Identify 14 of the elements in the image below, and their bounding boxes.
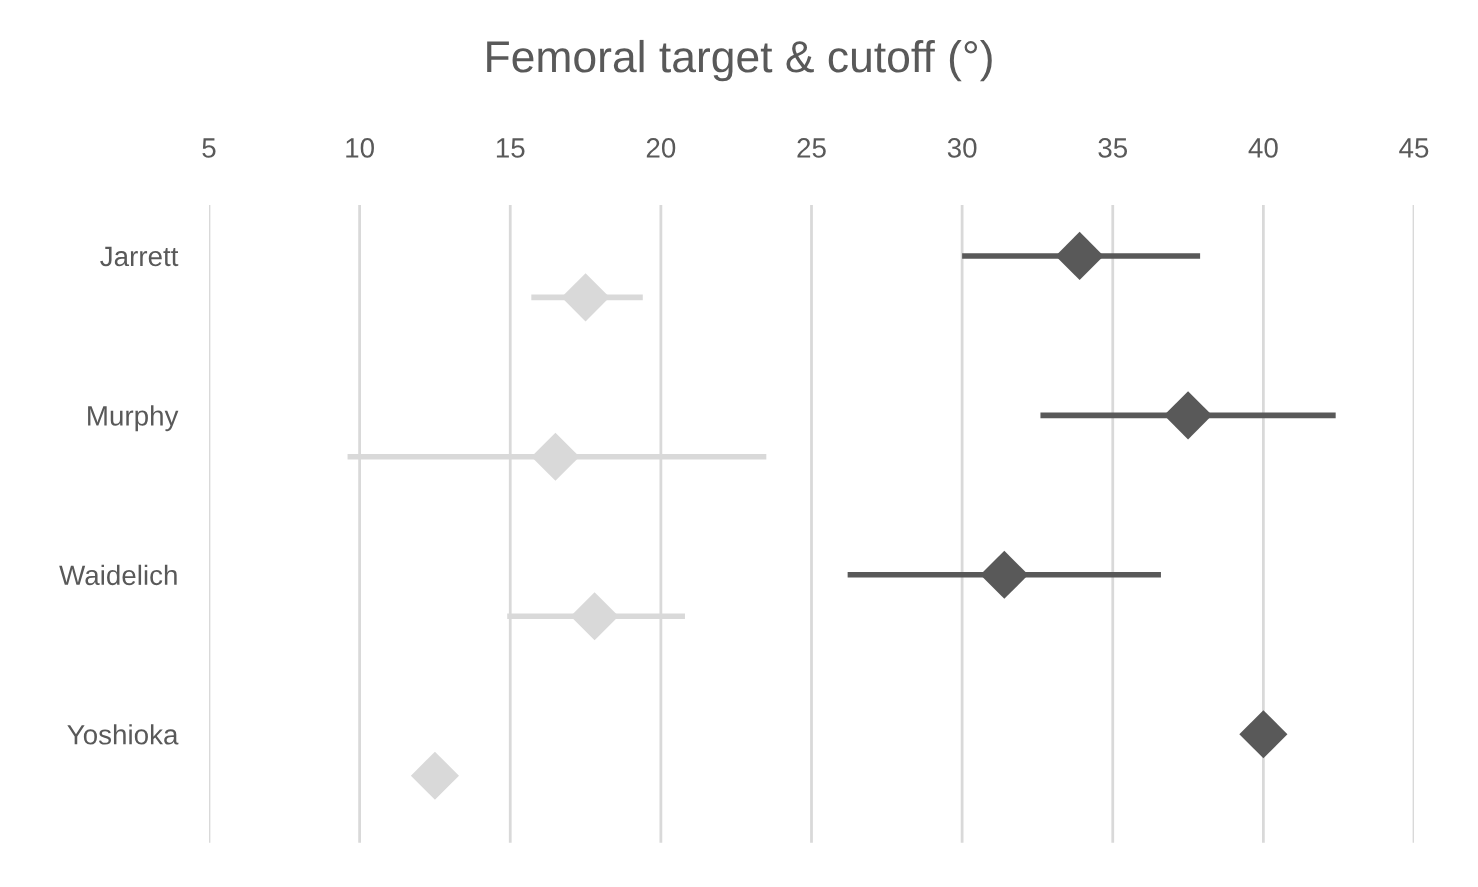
y-tick-label: Jarrett	[100, 246, 179, 267]
x-tick-label: 40	[1248, 138, 1278, 158]
x-tick-label: 35	[1098, 138, 1128, 158]
x-tick-label: 25	[797, 138, 826, 158]
x-tick-label: 10	[346, 138, 374, 158]
y-tick-label: Murphy	[88, 405, 179, 432]
y-tick-label: Yoshioka	[67, 724, 179, 745]
chart-title: Femoral target & cutoff (°)	[487, 39, 992, 82]
x-tick-label: 30	[947, 138, 977, 158]
x-tick-label: 45	[1399, 138, 1429, 158]
y-tick-label: Waidelich	[59, 564, 177, 586]
x-tick-label: 15	[496, 138, 525, 158]
x-tick-label: 20	[646, 138, 676, 158]
x-tick-label: 5	[202, 138, 216, 158]
